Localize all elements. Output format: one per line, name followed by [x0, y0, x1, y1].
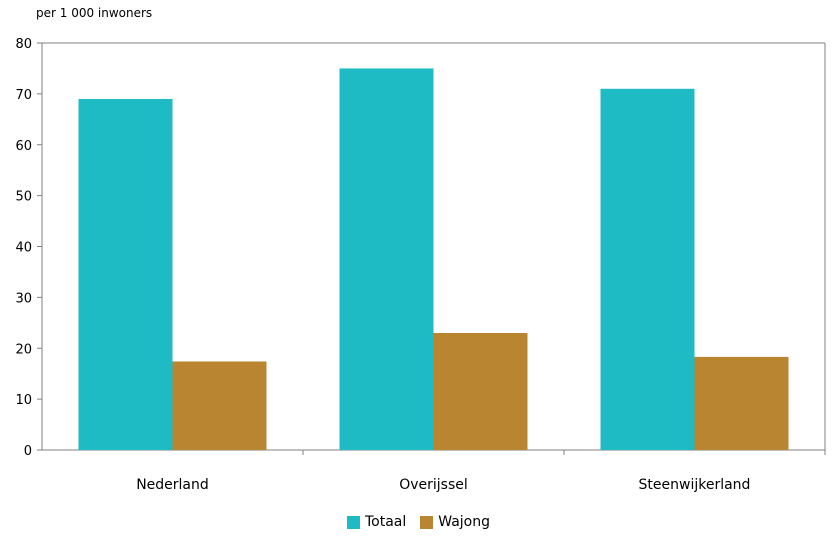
x-tick-label: Steenwijkerland [639, 477, 751, 493]
bar-wajong-steenwijkerland [694, 356, 789, 450]
legend-label-totaal: Totaal [364, 514, 407, 530]
y-tick-label: 70 [15, 88, 32, 103]
legend-swatch-wajong [420, 515, 434, 529]
bars [78, 68, 789, 451]
bar-wajong-overijssel [433, 332, 528, 450]
y-tick-label: 0 [24, 444, 32, 459]
y-tick-label: 50 [15, 190, 32, 205]
x-tick-labels: Nederland Overijssel Steenwijkerland [136, 477, 750, 493]
y-tick-label: 20 [15, 342, 32, 357]
bar-totaal-steenwijkerland [600, 88, 695, 450]
legend-item-totaal: Totaal [346, 514, 407, 530]
legend: Totaal Wajong [0, 514, 837, 530]
y-tick-labels: 0 10 20 30 40 50 60 70 80 [15, 37, 32, 459]
y-tick-label: 40 [15, 241, 32, 256]
x-tick-label: Overijssel [399, 477, 468, 493]
y-axis-unit-label: per 1 000 inwoners [36, 6, 153, 20]
bar-totaal-overijssel [339, 68, 434, 450]
y-tick-label: 80 [15, 37, 32, 52]
bar-totaal-nederland [78, 98, 173, 451]
legend-item-wajong: Wajong [420, 514, 490, 530]
legend-swatch-totaal [346, 515, 360, 529]
legend-label-wajong: Wajong [438, 514, 491, 530]
x-tick-label: Nederland [136, 477, 209, 493]
bar-wajong-nederland [172, 361, 267, 450]
y-tick-label: 60 [15, 139, 32, 154]
y-tick-label: 10 [15, 393, 32, 408]
y-tick-label: 30 [15, 291, 32, 306]
